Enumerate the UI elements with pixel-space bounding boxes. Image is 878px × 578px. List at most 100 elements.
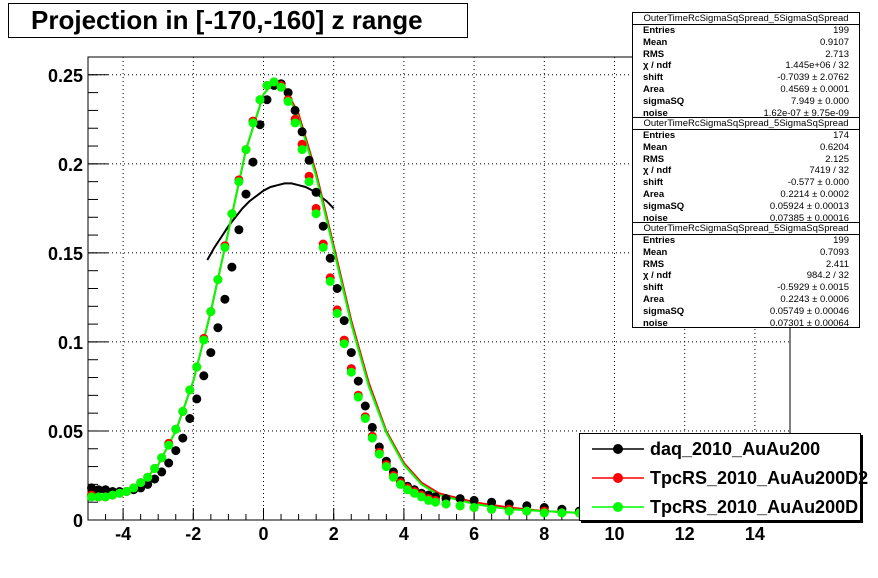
- data-point: [353, 376, 363, 386]
- stats-row: RMS 2.411: [633, 259, 859, 271]
- data-point: [164, 458, 174, 468]
- stats-label: Mean: [643, 36, 668, 48]
- stats-row: Entries 199: [633, 235, 859, 247]
- legend-label-daq: daq_2010_AuAu200: [650, 439, 821, 459]
- data-point: [297, 145, 307, 155]
- stats-label: Mean: [643, 141, 668, 153]
- stats-value: 0.7093: [819, 246, 849, 258]
- data-point: [157, 467, 167, 477]
- stats-label: shift: [643, 282, 664, 294]
- data-point: [522, 506, 532, 516]
- legend: daq_2010_AuAu200 TpcRS_2010_AuAu200D2 Tp…: [579, 433, 868, 521]
- stats-label: shift: [643, 177, 664, 189]
- y-tick-label: 0.25: [48, 66, 83, 86]
- stats-label: RMS: [643, 258, 665, 270]
- stats-label: Entries: [643, 130, 676, 141]
- data-point: [178, 406, 188, 416]
- data-point: [431, 497, 440, 507]
- stats-value: 199: [833, 235, 849, 246]
- data-point: [220, 243, 230, 252]
- data-point: [469, 503, 479, 512]
- legend-entry-daq: daq_2010_AuAu200: [580, 435, 860, 463]
- data-point: [178, 433, 188, 443]
- data-point: [318, 221, 328, 231]
- data-point: [409, 488, 419, 498]
- data-point: [171, 424, 181, 434]
- stats-label: RMS: [643, 153, 665, 165]
- stats-label: noise: [643, 317, 668, 329]
- data-point: [304, 177, 314, 187]
- stats-row: Mean 0.7093: [633, 247, 859, 259]
- data-point: [325, 253, 335, 263]
- stats-label: sigmaSQ: [643, 95, 685, 107]
- chart-title: Projection in [-170,-160] z range: [8, 3, 468, 38]
- stats-value: 7419 / 32: [809, 165, 849, 177]
- stats-value: 0.4569 ± 0.0001: [780, 83, 849, 95]
- data-point: [199, 371, 209, 381]
- legend-marker-tpcrs-d: [592, 502, 644, 512]
- data-point: [129, 483, 139, 493]
- data-point: [206, 307, 216, 317]
- data-point: [101, 485, 110, 495]
- stats-row: RMS 2.713: [633, 49, 859, 61]
- data-point: [539, 508, 549, 518]
- data-point: [311, 209, 321, 219]
- y-tick-label: 0.2: [58, 155, 83, 175]
- data-point: [143, 479, 153, 489]
- data-point: [150, 463, 160, 473]
- data-point: [206, 348, 216, 358]
- data-point: [234, 225, 244, 235]
- stats-value: -0.5929 ± 0.0015: [777, 282, 849, 294]
- x-tick-label: 14: [745, 524, 765, 544]
- data-point: [164, 440, 174, 450]
- data-point: [220, 294, 230, 304]
- data-point: [455, 501, 465, 511]
- data-point: [262, 81, 272, 90]
- stats-value: 199: [833, 25, 849, 36]
- data-point: [269, 77, 279, 87]
- data-point: [87, 483, 96, 493]
- stats-value: 0.6204: [819, 141, 849, 153]
- y-axis: 0 0.05 0.1 0.15 0.2 0.25: [48, 56, 108, 531]
- stats-label: sigmaSQ: [643, 305, 685, 317]
- data-point: [325, 276, 335, 286]
- data-point: [311, 187, 321, 197]
- data-point: [283, 88, 293, 98]
- data-point: [192, 362, 202, 372]
- stats-title: OuterTimeRcSigmaSqSpread_5SigmaSqSpread: [633, 223, 859, 235]
- data-point: [213, 323, 223, 333]
- stats-row: Mean 0.9107: [633, 37, 859, 49]
- data-point: [185, 385, 195, 395]
- stats-value: 2.411: [825, 258, 849, 270]
- stats-value: 7.949 ± 0.000: [790, 95, 849, 107]
- data-point: [360, 401, 370, 411]
- data-point: [374, 449, 384, 459]
- data-point: [353, 392, 363, 402]
- stats-label: noise: [643, 212, 668, 224]
- stats-row: χ / ndf 7419 / 32: [633, 165, 859, 177]
- legend-marker-tpcrs-d2: [592, 473, 644, 483]
- data-point: [248, 157, 258, 167]
- data-point: [557, 508, 567, 518]
- stats-value: 0.05924 ± 0.00013: [769, 200, 849, 212]
- stats-label: χ / ndf: [643, 165, 672, 177]
- data-point: [290, 105, 300, 115]
- stats-row: noise 1.62e-07 ± 9.75e-09: [633, 108, 859, 120]
- data-point: [416, 492, 426, 502]
- stats-value: -0.577 ± 0.000: [787, 177, 849, 189]
- data-point: [290, 118, 300, 128]
- x-axis: -4 -2 0 2 4 6 8 10 12 14: [87, 508, 791, 544]
- data-point: [241, 189, 251, 199]
- x-tick-label: 10: [604, 524, 624, 544]
- stats-row: χ / ndf 984.2 / 32: [633, 270, 859, 282]
- legend-marker-daq: [592, 444, 644, 454]
- data-point: [318, 243, 328, 252]
- data-point: [248, 118, 258, 128]
- data-point: [424, 495, 433, 505]
- stats-row: shift -0.7039 ± 2.0762: [633, 72, 859, 84]
- stats-box-tpcrs-d: OuterTimeRcSigmaSqSpread_5SigmaSqSpread E…: [632, 222, 860, 329]
- data-point: [346, 348, 356, 358]
- data-point: [227, 262, 237, 272]
- data-point: [255, 120, 265, 130]
- data-point: [227, 209, 237, 219]
